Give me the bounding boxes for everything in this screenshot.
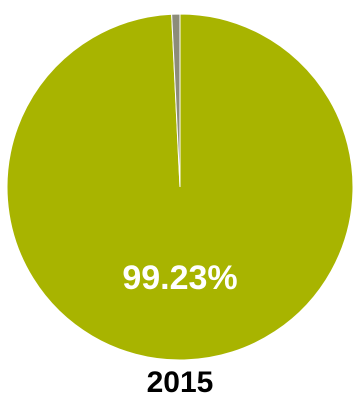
- pie-slices: [6, 13, 354, 361]
- pie-slice-1: [171, 13, 181, 188]
- chart-title: 2015: [147, 366, 214, 399]
- pie-labels: 99.23%: [122, 259, 237, 297]
- slice-label-0: 99.23%: [122, 259, 237, 297]
